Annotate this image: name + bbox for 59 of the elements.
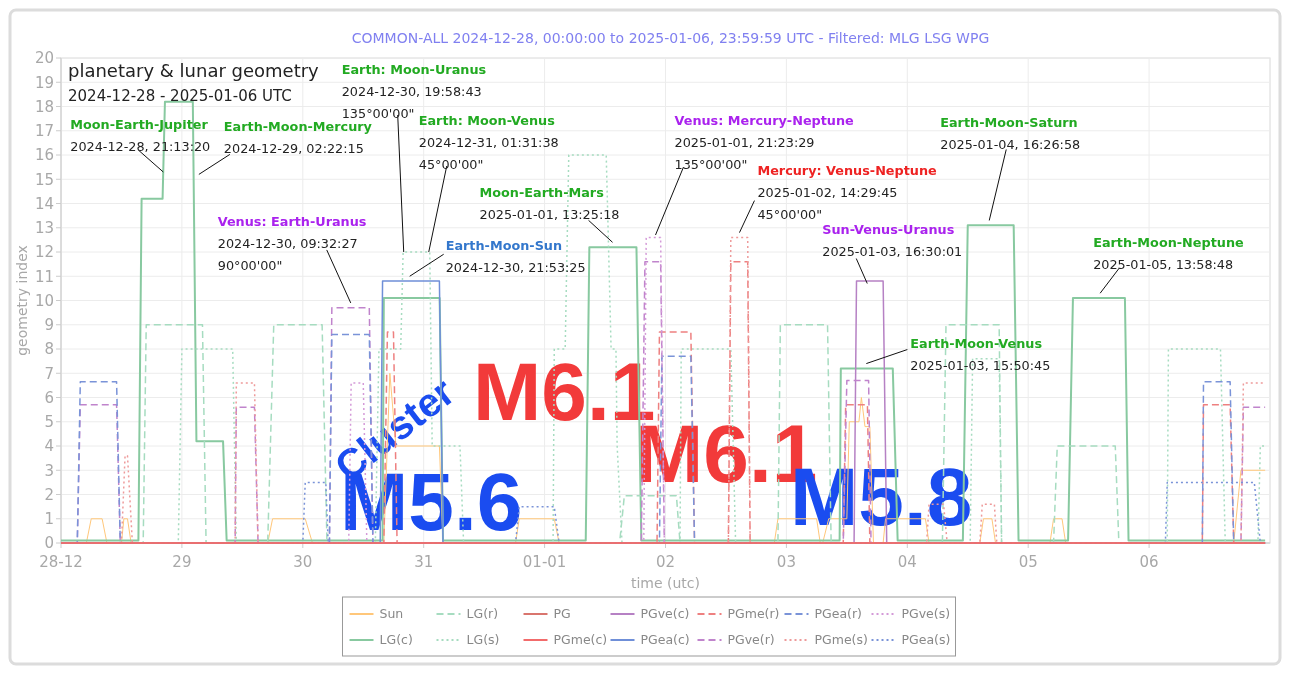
- x-tick-label: 02: [655, 553, 676, 571]
- annotation: Venus: Earth-Uranus 2024-12-30, 09:32:27 90°00'00": [217, 213, 367, 273]
- y-tick-label: 10: [34, 291, 54, 310]
- legend-label: PG: [553, 606, 571, 622]
- annotation: Earth: Moon-Venus 2024-12-31, 01:31:38 45°00'00": [418, 113, 559, 172]
- y-tick-label: 8: [44, 340, 54, 359]
- annotation: Earth-Moon-Mercury 2024-12-29, 02:22:15: [223, 119, 373, 157]
- y-tick-label: 18: [34, 97, 54, 116]
- y-tick-label: 7: [44, 364, 54, 383]
- annotation: Earth-Moon-Sun 2024-12-30, 21:53:25: [445, 238, 586, 276]
- y-tick-label: 6: [44, 388, 54, 407]
- y-axis-title: geometry index: [14, 245, 30, 356]
- legend-label: PGme(r): [727, 606, 780, 622]
- y-tick-label: 19: [34, 73, 54, 92]
- x-tick-label: 30: [293, 553, 313, 571]
- x-tick-label: 06: [1139, 553, 1159, 571]
- y-tick-label: 3: [44, 461, 54, 480]
- legend-label: PGve(s): [901, 606, 951, 622]
- legend-label: LG(c): [379, 632, 413, 648]
- y-tick-label: 5: [44, 413, 54, 431]
- x-tick-label: 28-12: [39, 553, 83, 571]
- x-tick-label: 29: [172, 553, 192, 571]
- legend-label: PGme(c): [553, 632, 608, 648]
- y-tick-label: 11: [34, 267, 54, 286]
- annotation: Earth-Moon-Venus 2025-01-03, 15:50:45: [910, 335, 1051, 373]
- y-tick-label: 14: [34, 194, 54, 213]
- legend-label: PGea(c): [640, 632, 690, 648]
- chart-title: COMMON-ALL 2024-12-28, 00:00:00 to 2025-01-06, 23:59:59 UTC - Filtered: MLG LSG WPG: [351, 30, 990, 46]
- legend-label: PGea(s): [901, 632, 951, 648]
- y-tick-label: 1: [44, 510, 54, 528]
- x-tick-label: 03: [776, 553, 796, 571]
- legend-label: Sun: [379, 606, 404, 622]
- x-tick-label: 05: [1018, 553, 1038, 571]
- y-tick-label: 0: [44, 534, 54, 553]
- annotation: Moon-Earth-Mars 2025-01-01, 13:25:18: [479, 185, 620, 223]
- y-tick-label: 17: [34, 122, 54, 140]
- legend-label: PGme(s): [814, 632, 868, 648]
- y-tick-label: 20: [34, 49, 54, 68]
- x-tick-label: 04: [897, 553, 917, 571]
- annotation: Earth-Moon-Neptune 2025-01-05, 13:58:48: [1093, 235, 1245, 273]
- annotation: Sun-Venus-Uranus 2025-01-03, 16:30:01: [822, 221, 963, 259]
- legend-label: LG(s): [466, 632, 500, 648]
- y-tick-label: 9: [44, 316, 54, 334]
- x-tick-label: 01-01: [522, 553, 567, 571]
- y-tick-label: 13: [34, 219, 54, 237]
- legend-label: PGea(r): [814, 606, 862, 622]
- y-tick-label: 2: [44, 485, 54, 504]
- y-tick-label: 12: [34, 243, 54, 262]
- y-tick-label: 15: [34, 170, 54, 189]
- x-axis-title: time (utc): [630, 575, 701, 591]
- annotation: Earth-Moon-Saturn 2025-01-04, 16:26:58: [940, 115, 1081, 153]
- x-tick-label: 31: [414, 553, 434, 571]
- legend-label: PGve(c): [640, 606, 690, 622]
- legend-label: LG(r): [466, 606, 499, 622]
- legend-label: PGve(r): [727, 632, 775, 648]
- annotation: Moon-Earth-Jupiter 2024-12-28, 21:13:20: [70, 116, 211, 154]
- y-tick-label: 16: [34, 146, 54, 165]
- text: planetary & lunar geometry 2024-12-28 - 2025-01-06 UTC: [68, 60, 320, 105]
- y-tick-label: 4: [44, 437, 54, 456]
